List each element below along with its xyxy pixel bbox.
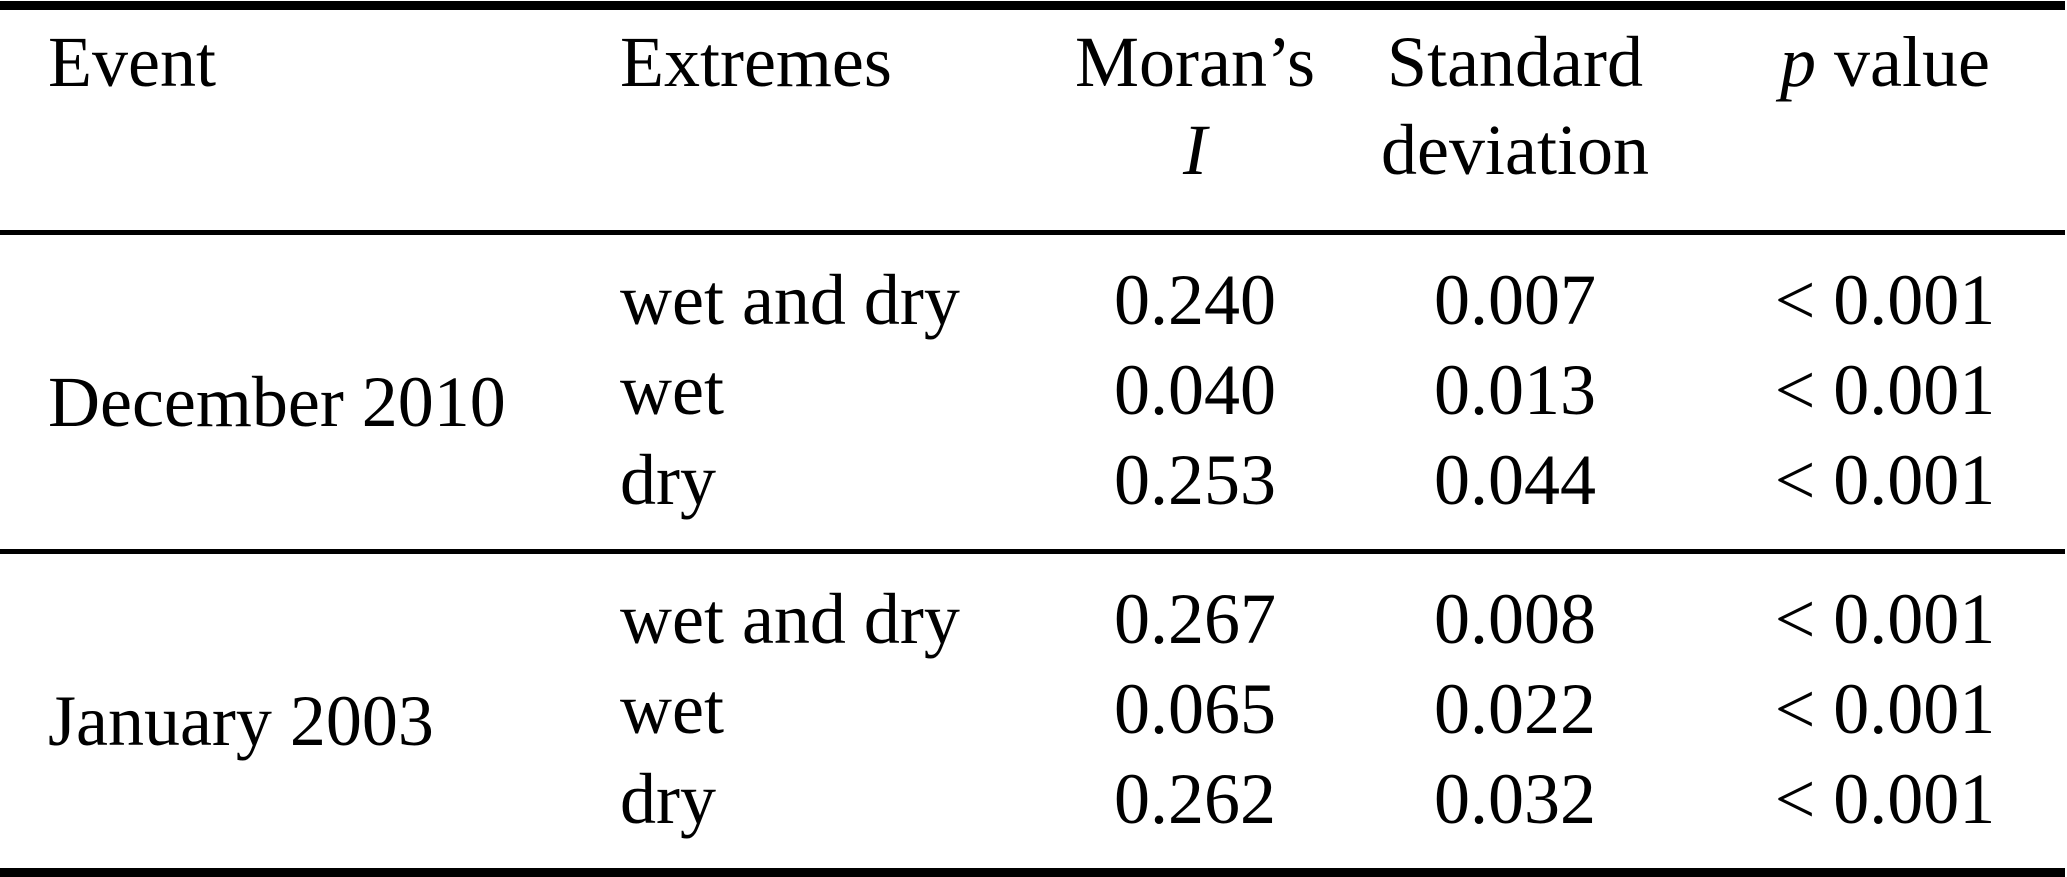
col-header-p-value: p value: [1705, 6, 2065, 233]
moran-value-cell: 0.040: [1114, 350, 1276, 430]
extremes-cell: wet and dry: [620, 579, 960, 659]
moran-value-cell: 0.253: [1114, 440, 1276, 520]
col-header-standard-deviation: Standard deviation: [1325, 6, 1705, 233]
section-december-2010: December 2010 wet and dry 0.240 0.007 < …: [0, 233, 2065, 552]
p-value-cell: < 0.001: [1774, 759, 1996, 839]
sd-value-cell: 0.032: [1434, 759, 1596, 839]
table-row: dry 0.253 0.044 < 0.001: [0, 435, 2065, 552]
col-header-p-symbol: p: [1780, 22, 1817, 102]
sd-value-cell: 0.008: [1434, 579, 1596, 659]
table-row: wet 0.040 0.013 < 0.001: [0, 345, 2065, 435]
sd-value-cell: 0.013: [1434, 350, 1596, 430]
p-value-cell: < 0.001: [1774, 350, 1996, 430]
col-header-morans-line2: I: [1183, 110, 1207, 190]
section-january-2003: January 2003 wet and dry 0.267 0.008 < 0…: [0, 552, 2065, 873]
table-header: Event Extremes Moran’s I Standard deviat…: [0, 6, 2065, 233]
col-header-std-line1: Standard: [1387, 22, 1643, 102]
event-label-december-2010: December 2010: [48, 362, 506, 442]
sd-value-cell: 0.007: [1434, 260, 1596, 340]
col-header-morans-line1: Moran’s: [1075, 22, 1315, 102]
moran-value-cell: 0.262: [1114, 759, 1276, 839]
extremes-cell: wet: [620, 669, 724, 749]
table-row: January 2003 wet and dry 0.267 0.008 < 0…: [0, 552, 2065, 761]
sd-value-cell: 0.022: [1434, 669, 1596, 749]
col-header-extremes-label: Extremes: [620, 22, 892, 102]
extremes-cell: wet: [620, 350, 724, 430]
table-row: dry 0.262 0.032 < 0.001: [0, 754, 2065, 873]
p-value-cell: < 0.001: [1774, 579, 1996, 659]
col-header-std-line2: deviation: [1381, 110, 1649, 190]
moran-value-cell: 0.240: [1114, 260, 1276, 340]
col-header-event-label: Event: [48, 22, 216, 102]
moran-value-cell: 0.267: [1114, 579, 1276, 659]
p-value-cell: < 0.001: [1774, 440, 1996, 520]
extremes-cell: dry: [620, 759, 716, 839]
col-header-event: Event: [0, 6, 575, 233]
moran-value-cell: 0.065: [1114, 669, 1276, 749]
col-header-p-rest: value: [1834, 22, 1990, 102]
col-header-morans-i: Moran’s I: [1065, 6, 1325, 233]
col-header-extremes: Extremes: [575, 6, 1065, 233]
table-row: wet 0.065 0.022 < 0.001: [0, 664, 2065, 754]
table-row: December 2010 wet and dry 0.240 0.007 < …: [0, 233, 2065, 442]
extremes-cell: wet and dry: [620, 260, 960, 340]
event-label-january-2003: January 2003: [48, 681, 434, 761]
extremes-cell: dry: [620, 440, 716, 520]
sd-value-cell: 0.044: [1434, 440, 1596, 520]
p-value-cell: < 0.001: [1774, 260, 1996, 340]
header-row: Event Extremes Moran’s I Standard deviat…: [0, 6, 2065, 233]
p-value-cell: < 0.001: [1774, 669, 1996, 749]
